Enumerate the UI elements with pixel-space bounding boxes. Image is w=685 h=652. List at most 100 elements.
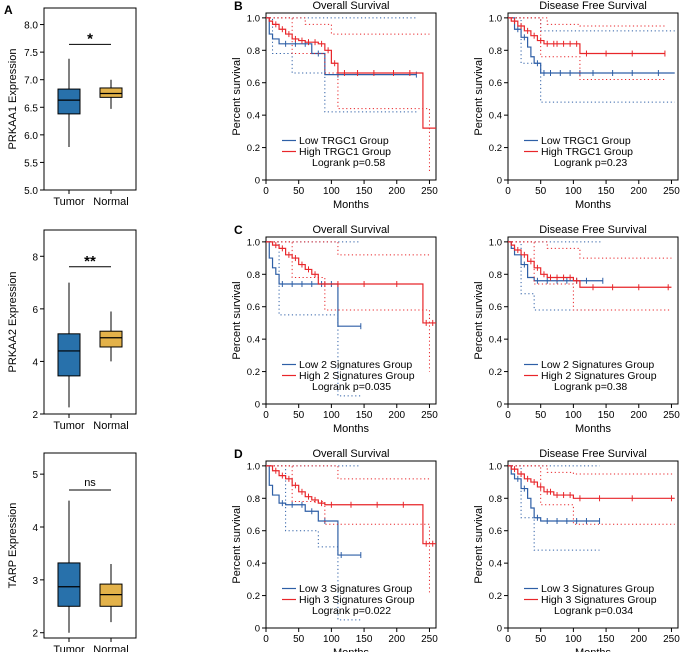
box-normal <box>99 87 123 98</box>
y-tick-label: 0.4 <box>489 559 502 570</box>
x-tick-label: 50 <box>535 186 547 197</box>
high-survival-curve <box>266 241 436 324</box>
y-tick-label: 0.4 <box>489 335 502 346</box>
legend-label: Low 2 Signatures Group <box>541 359 654 371</box>
chart-title: Disease Free Survival <box>539 448 647 460</box>
chart-title: Disease Free Survival <box>539 0 647 12</box>
y-tick-label: 0.4 <box>247 335 260 346</box>
box-tumor <box>57 88 81 115</box>
x-tick-label: 200 <box>630 634 647 645</box>
legend-label: High 2 Signatures Group <box>299 370 415 382</box>
high-ci-lower <box>266 241 430 372</box>
km-3sig-disease-free: Disease Free Survival 0 50 100 150 200 250 0 0.2… <box>473 448 680 652</box>
logrank-pvalue: Logrank p=0.022 <box>312 605 391 617</box>
x-tick-label: 50 <box>293 186 305 197</box>
x-tick-label: 200 <box>630 186 647 197</box>
logrank-pvalue: Logrank p=0.034 <box>554 605 633 617</box>
y-tick-label: 0.2 <box>489 367 502 378</box>
plot-frame <box>507 236 679 405</box>
logrank-pvalue: Logrank p=0.035 <box>312 381 391 393</box>
y-tick-label: 8.0 <box>24 21 38 32</box>
y-tick-label: 0.8 <box>489 46 502 57</box>
y-tick-label: 6.0 <box>24 131 38 142</box>
y-axis-label: Percent survival <box>231 505 243 583</box>
boxplot-prkaa1: 5.0 5.5 6.0 6.5 7.0 7.5 8.0 Tumor Normal * PRKAA1 … <box>7 7 137 208</box>
y-tick-label: 0 <box>497 400 502 411</box>
x-tick-label: 100 <box>565 186 582 197</box>
y-axis-label: Percent survival <box>473 505 485 583</box>
y-tick-label: 0.2 <box>247 591 260 602</box>
y-tick-label: 7.0 <box>24 76 38 87</box>
x-axis-label: Months <box>333 199 370 211</box>
y-axis-label: PRKAA2 Expression <box>7 272 19 373</box>
y-tick-label: 0.6 <box>489 302 502 313</box>
x-tick-label: 100 <box>323 634 340 645</box>
x-tick-label: 0 <box>505 410 511 421</box>
y-tick-label: 0.8 <box>247 494 260 505</box>
high-ci-lower <box>508 465 675 525</box>
high-ci-upper <box>508 241 672 259</box>
low-survival-curve <box>266 17 417 76</box>
x-tick-label: 250 <box>663 186 680 197</box>
low-ci-lower <box>508 241 603 311</box>
legend-label: High TRGC1 Group <box>541 146 633 158</box>
plot-frame <box>43 452 137 639</box>
high-ci-upper <box>508 465 675 475</box>
boxplot-tarp: 2 3 4 5 Tumor Normal ns TARP Expression <box>7 452 137 652</box>
x-tick-label: 150 <box>356 410 373 421</box>
y-tick-label: 1.0 <box>247 461 260 472</box>
km-trgc1-disease-free: Disease Free Survival 0 50 100 150 200 250 0 0.2… <box>473 0 680 211</box>
y-tick-label: 5.5 <box>24 158 38 169</box>
chart-title: Disease Free Survival <box>539 224 647 236</box>
boxplot-prkaa2: 2 4 6 8 Tumor Normal ** PRKAA2 Expression <box>7 229 137 432</box>
y-tick-label: 0.2 <box>247 143 260 154</box>
y-tick-label: 2 <box>32 410 38 421</box>
x-tick-label: 200 <box>388 410 405 421</box>
y-axis-label: PRKAA1 Expression <box>7 49 19 150</box>
km-3sig-overall: Overall Survival 0 50 100 150 200 250 0 0.2 0.4 0.… <box>231 448 438 652</box>
low-ci-lower <box>508 465 600 551</box>
y-tick-label: 0.6 <box>247 526 260 537</box>
y-tick-label: 0.2 <box>247 367 260 378</box>
high-ci-upper <box>266 17 430 35</box>
plot-frame <box>507 12 679 181</box>
significance-label: ** <box>84 253 96 270</box>
x-tick-label: 100 <box>323 186 340 197</box>
y-tick-label: 0.8 <box>247 270 260 281</box>
x-tick-label: 200 <box>388 186 405 197</box>
plot-frame <box>265 236 437 405</box>
high-survival-curve <box>266 17 436 129</box>
high-ci-lower <box>508 17 665 80</box>
low-survival-curve <box>508 241 603 282</box>
chart-title: Overall Survival <box>312 448 389 460</box>
y-tick-label: 0.2 <box>489 591 502 602</box>
y-tick-label: 0.8 <box>247 46 260 57</box>
x-tick-label: 150 <box>598 634 615 645</box>
x-tick-label: 0 <box>263 410 269 421</box>
plot-frame <box>265 460 437 629</box>
x-axis-label: Months <box>575 647 612 652</box>
km-trgc1-overall: Overall Survival 0 50 100 150 200 250 0 0.2 0.4 0.… <box>231 0 438 211</box>
high-ci-upper <box>266 465 430 480</box>
y-axis-label: TARP Expression <box>7 503 19 589</box>
x-tick-label: Normal <box>93 644 128 652</box>
x-tick-label: Normal <box>93 196 128 208</box>
high-survival-curve <box>508 465 675 499</box>
x-tick-label: 250 <box>663 410 680 421</box>
x-tick-label: 100 <box>565 634 582 645</box>
high-ci-lower <box>266 17 430 172</box>
plot-frame <box>43 229 137 415</box>
legend-label: High 3 Signatures Group <box>541 594 657 606</box>
low-survival-curve <box>266 465 361 556</box>
legend-label: Low 3 Signatures Group <box>299 583 412 595</box>
plot-frame <box>507 460 679 629</box>
y-tick-label: 0 <box>255 176 260 187</box>
chart-title: Overall Survival <box>312 224 389 236</box>
y-axis-label: Percent survival <box>231 281 243 359</box>
significance-label: * <box>87 30 93 47</box>
legend-label: High TRGC1 Group <box>299 146 391 158</box>
y-tick-label: 1.0 <box>247 13 260 24</box>
x-axis-label: Months <box>575 423 612 435</box>
x-tick-label: 250 <box>663 634 680 645</box>
